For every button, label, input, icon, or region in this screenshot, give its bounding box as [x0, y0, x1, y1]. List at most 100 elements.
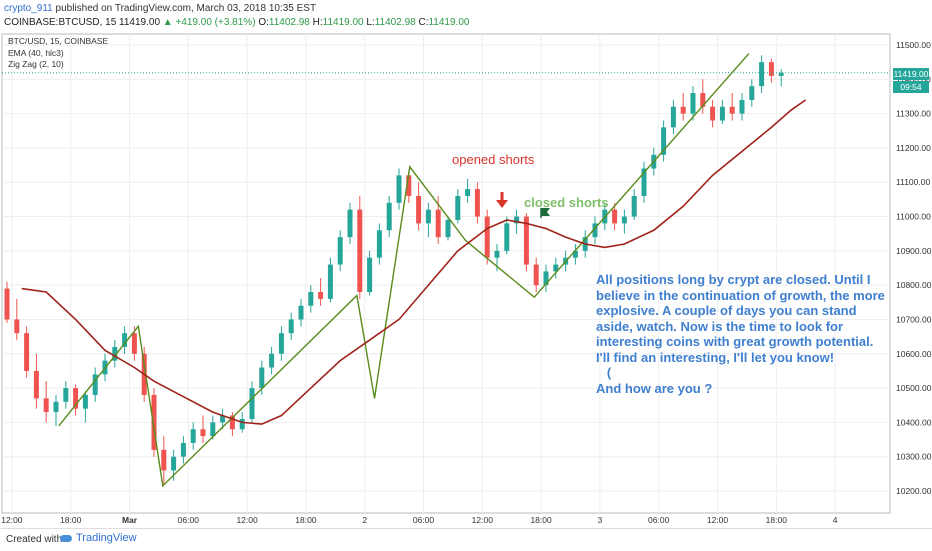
time-tick-label: 4	[833, 515, 838, 525]
price-chart[interactable]: 10200.00 10300.00 10400.00 10500.00 10600.00…	[0, 0, 932, 528]
close-value: 11419.00	[428, 17, 470, 28]
tradingview-logo[interactable]: TradingView	[60, 532, 137, 544]
high-value: 11419.00	[322, 17, 364, 28]
price-tick-label: 10200.00	[896, 486, 932, 496]
candle-body	[641, 168, 647, 196]
candle-body	[4, 288, 10, 320]
candle-body	[661, 127, 667, 155]
candle-body	[474, 189, 480, 217]
candle-body	[670, 106, 676, 128]
chart-header: crypto_911 published on TradingView.com,…	[0, 0, 932, 32]
price-tick-label: 11100.00	[896, 177, 930, 187]
low-value: 11402.98	[374, 17, 416, 28]
price-tick-label: 10800.00	[896, 280, 932, 290]
time-tick-label: 18:00	[60, 515, 82, 525]
candle-body	[82, 394, 88, 409]
open-label: O:	[258, 17, 269, 28]
price-tick-label: 11300.00	[896, 109, 931, 119]
candle-body	[210, 422, 216, 437]
candle-body	[298, 305, 304, 320]
candle-body	[514, 216, 520, 224]
time-tick-label: 18:00	[295, 515, 317, 525]
candle-body	[435, 209, 441, 238]
candle-body	[680, 106, 686, 114]
candle-body	[269, 353, 275, 368]
price-tick-label: 10900.00	[896, 246, 932, 256]
zigzag-line	[58, 53, 750, 488]
candle-body	[161, 449, 167, 471]
open-value: 11402.98	[268, 17, 310, 28]
candle-body	[318, 292, 324, 299]
high-label: H:	[312, 17, 323, 28]
time-tick-label: 12:00	[472, 515, 494, 525]
legend-ema: EMA (40, hlc3)	[8, 47, 64, 58]
candle-body	[347, 209, 353, 238]
low-label: L:	[366, 17, 375, 28]
candle-body	[572, 250, 578, 258]
legend-zigzag: Zig Zag (2, 10)	[8, 59, 64, 69]
price-axis[interactable]: 10200.00 10300.00 10400.00 10500.00 10600.00…	[896, 40, 932, 496]
footer: Created with TradingView	[0, 528, 932, 551]
candle-body	[220, 415, 226, 423]
candle-body	[612, 209, 618, 224]
time-axis[interactable]: 12:00 18:00 Mar 06:00 12:00 18:00 2 06:00 12:00 1…	[1, 515, 837, 525]
candle-body	[288, 319, 294, 334]
ohlc-line: COINBASE:BTCUSD, 15 11419.00 ▲ +419.00 (…	[4, 17, 469, 28]
candle-body	[749, 86, 755, 100]
candle-body	[131, 333, 137, 354]
candle-body	[171, 456, 177, 471]
time-tick-label: 12:00	[236, 515, 258, 525]
legend-symbol: BTC/USD, 15, COINBASE	[8, 36, 109, 46]
time-tick-label: Mar	[122, 515, 138, 525]
time-tick-label: 3	[598, 515, 603, 525]
candle-body	[543, 271, 549, 286]
candle-body	[455, 195, 461, 220]
commentary-note: All positions long by crypt are closed. …	[596, 272, 885, 396]
price-tick-label: 10700.00	[896, 314, 932, 324]
candle-body	[63, 388, 69, 402]
candle-body	[386, 202, 392, 231]
candle-body	[229, 415, 235, 430]
candle-body	[308, 292, 314, 306]
flag-icon	[540, 208, 550, 218]
symbol-label: COINBASE:BTCUSD, 15	[4, 17, 117, 28]
candle-body	[416, 195, 422, 224]
candle-body	[523, 216, 529, 265]
candle-body	[631, 195, 637, 217]
price-tick-label: 10300.00	[896, 452, 932, 462]
candle-body	[759, 62, 765, 87]
candle-body	[592, 223, 598, 238]
candle-body	[278, 333, 284, 354]
candle-body	[249, 388, 255, 419]
time-tick-label: 12:00	[707, 515, 729, 525]
price-tick-label: 11200.00	[896, 143, 931, 153]
candle-body	[553, 264, 559, 272]
candle-body	[739, 99, 745, 114]
candle-body	[504, 223, 510, 251]
created-with-label: Created with	[6, 534, 63, 545]
candle-body	[14, 319, 20, 334]
candle-body	[465, 189, 471, 196]
time-tick-label: 06:00	[413, 515, 435, 525]
candle-body	[396, 175, 402, 203]
cloud-icon	[60, 534, 72, 542]
candle-body	[33, 370, 39, 399]
author-link[interactable]: crypto_911	[4, 3, 53, 14]
last-price: 11419.00	[119, 17, 161, 28]
candle-body	[406, 175, 412, 196]
candle-body	[376, 230, 382, 258]
candle-body	[337, 237, 343, 265]
candle-body	[357, 209, 363, 293]
candle-body	[719, 106, 725, 121]
publish-info: published on TradingView.com, March 03, …	[55, 3, 317, 14]
closed-shorts-annotation: closed shorts	[524, 195, 609, 210]
candle-body	[484, 216, 490, 258]
candle-body	[690, 93, 696, 114]
time-tick-label: 18:00	[766, 515, 788, 525]
time-tick-label: 2	[362, 515, 367, 525]
candle-body	[24, 333, 30, 371]
price-tick-label: 11000.00	[896, 212, 931, 222]
bar-countdown-tag: 09:54	[893, 81, 929, 93]
candle-body	[73, 388, 79, 409]
candle-body	[200, 429, 206, 437]
